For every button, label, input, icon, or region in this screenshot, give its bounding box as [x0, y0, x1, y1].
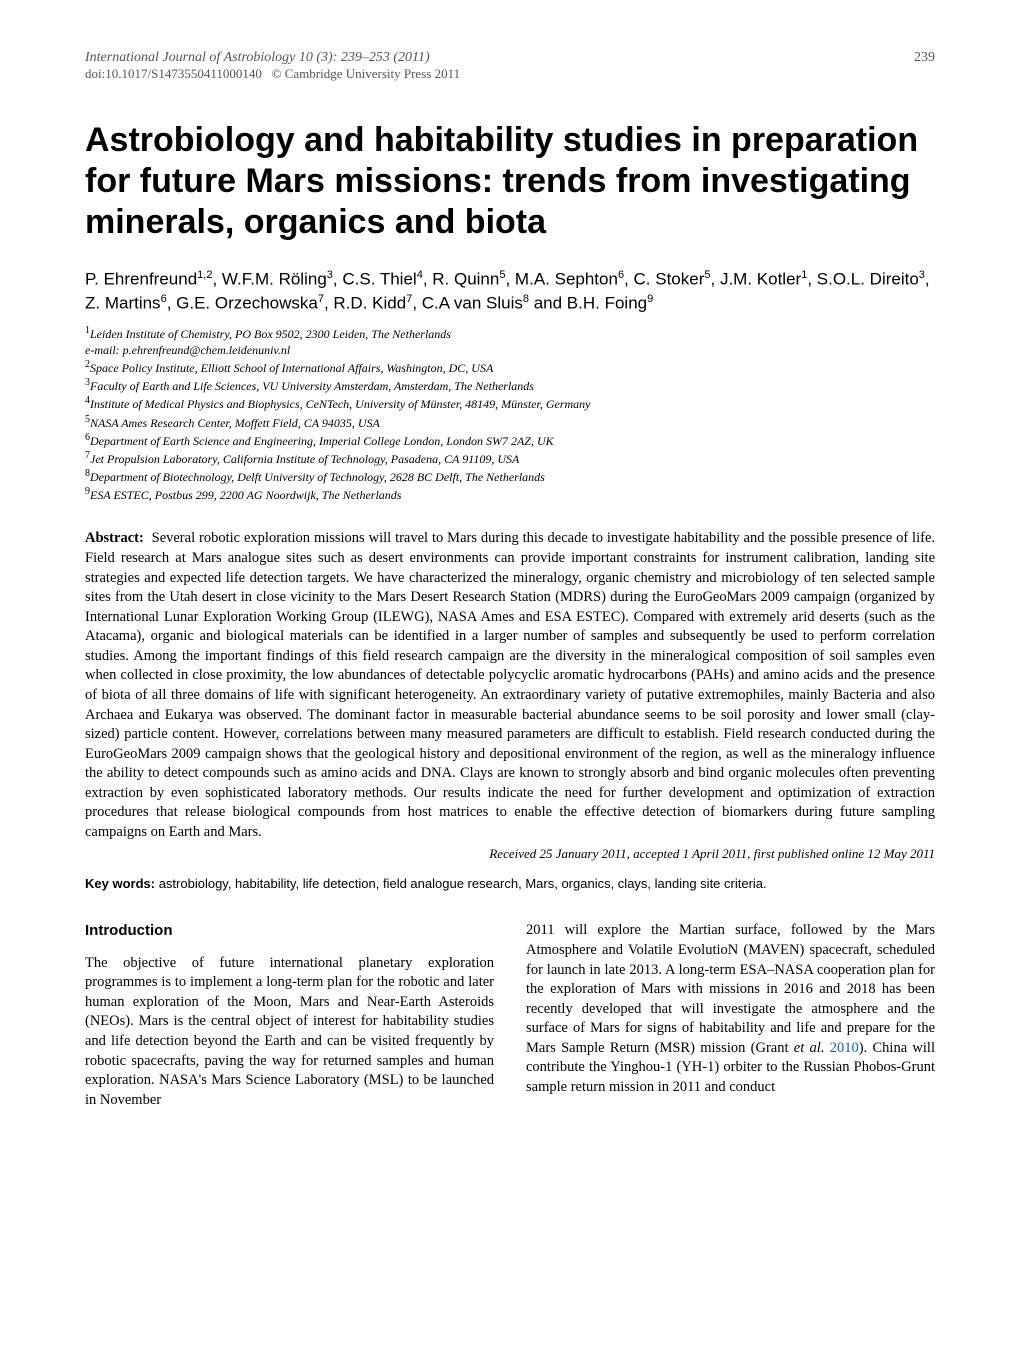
journal-name: International Journal of Astrobiology — [85, 50, 295, 65]
citation-year-link[interactable]: 2010 — [830, 1040, 859, 1056]
section-heading-introduction: Introduction — [85, 921, 494, 941]
affiliation-line: 3Faculty of Earth and Life Sciences, VU … — [85, 376, 935, 394]
citation-prefix: et al. — [794, 1040, 825, 1056]
affiliation-line: 2Space Policy Institute, Elliott School … — [85, 358, 935, 376]
affiliation-line: 7Jet Propulsion Laboratory, California I… — [85, 449, 935, 467]
received-line: Received 25 January 2011, accepted 1 Apr… — [85, 846, 935, 862]
affiliations: 1Leiden Institute of Chemistry, PO Box 9… — [85, 324, 935, 504]
intro-paragraph-right: 2011 will explore the Martian surface, f… — [526, 921, 935, 1097]
running-head-left: International Journal of Astrobiology 10… — [85, 50, 460, 82]
author-list: P. Ehrenfreund1,2, W.F.M. Röling3, C.S. … — [85, 268, 935, 315]
running-head: International Journal of Astrobiology 10… — [85, 50, 935, 82]
keywords-label: Key words: — [85, 876, 155, 891]
abstract: Abstract: Several robotic exploration mi… — [85, 529, 935, 842]
abstract-label: Abstract: — [85, 530, 144, 546]
abstract-text: Several robotic exploration missions wil… — [85, 530, 935, 839]
keywords-text: astrobiology, habitability, life detecti… — [159, 876, 767, 891]
column-right: 2011 will explore the Martian surface, f… — [526, 921, 935, 1110]
affiliation-line: 1Leiden Institute of Chemistry, PO Box 9… — [85, 324, 935, 342]
journal-page: International Journal of Astrobiology 10… — [0, 0, 1020, 1170]
body-two-column: Introduction The objective of future int… — [85, 921, 935, 1110]
keywords: Key words: astrobiology, habitability, l… — [85, 876, 935, 891]
affiliation-line: 6Department of Earth Science and Enginee… — [85, 431, 935, 449]
corresponding-email[interactable]: e-mail: p.ehrenfreund@chem.leidenuniv.nl — [85, 342, 935, 358]
publisher: © Cambridge University Press 2011 — [272, 66, 461, 81]
affiliation-line: 8Department of Biotechnology, Delft Univ… — [85, 467, 935, 485]
intro-text-part1: 2011 will explore the Martian surface, f… — [526, 922, 935, 1055]
intro-paragraph-left: The objective of future international pl… — [85, 954, 494, 1111]
affiliation-line: 5NASA Ames Research Center, Moffett Fiel… — [85, 413, 935, 431]
article-title: Astrobiology and habitability studies in… — [85, 120, 935, 242]
affiliation-line: 4Institute of Medical Physics and Biophy… — [85, 394, 935, 412]
journal-volume: 10 (3): 239–253 (2011) — [299, 50, 430, 65]
affiliation-line: 9ESA ESTEC, Postbus 299, 2200 AG Noordwi… — [85, 485, 935, 503]
page-number: 239 — [914, 50, 935, 82]
column-left: Introduction The objective of future int… — [85, 921, 494, 1110]
doi: doi:10.1017/S1473550411000140 — [85, 66, 262, 81]
